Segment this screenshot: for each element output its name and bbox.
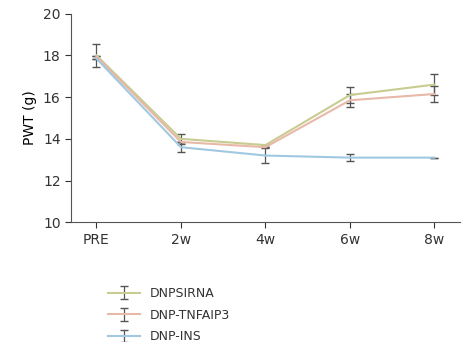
Legend: DNPSIRNA, DNP-TNFAIP3, DNP-INS: DNPSIRNA, DNP-TNFAIP3, DNP-INS <box>109 287 230 342</box>
Y-axis label: PWT (g): PWT (g) <box>23 91 37 145</box>
